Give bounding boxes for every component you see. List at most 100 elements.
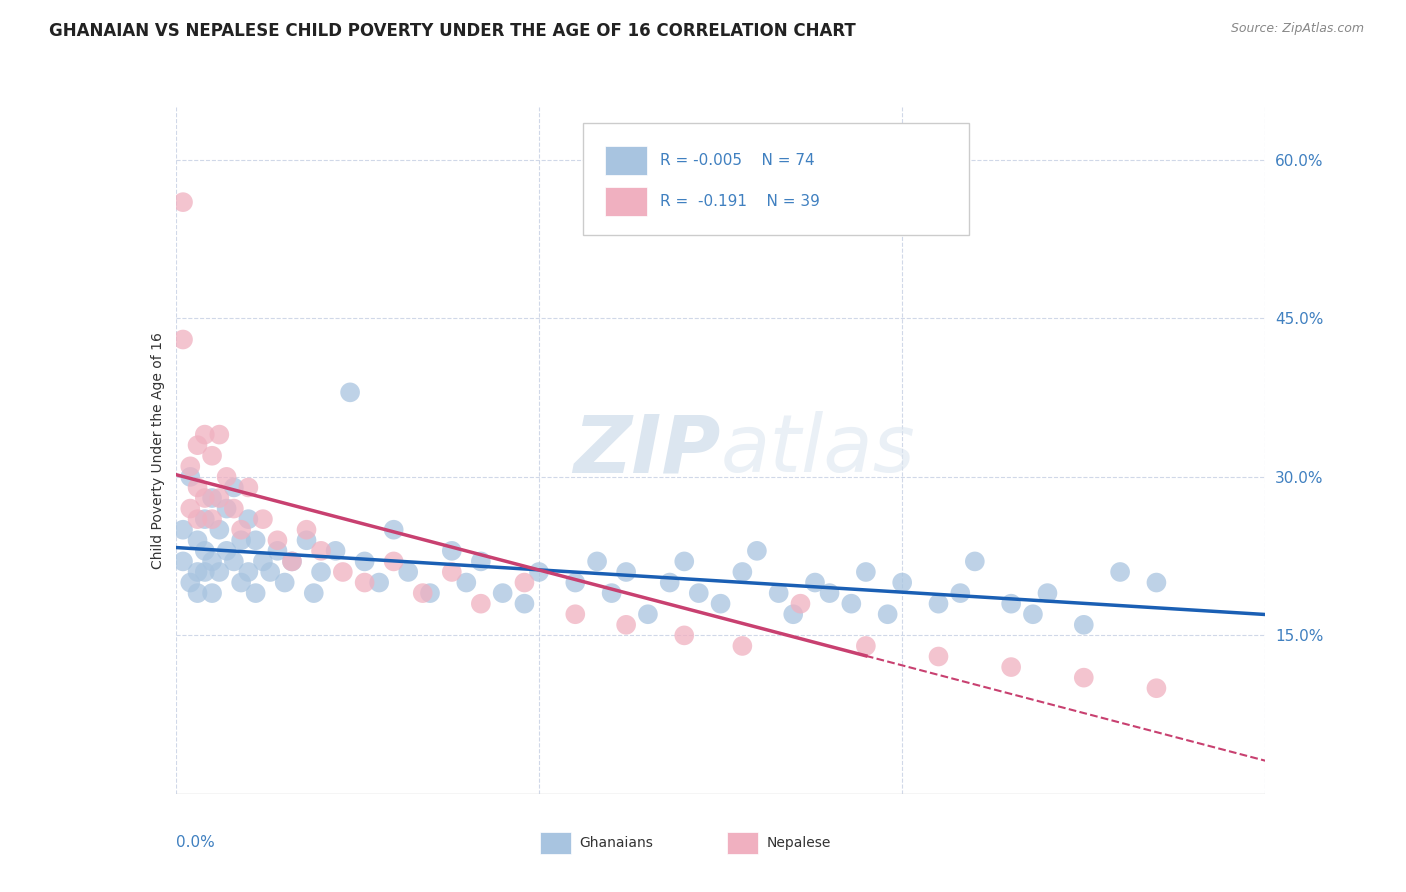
Point <box>208 427 231 442</box>
Point <box>564 607 586 622</box>
Point <box>238 565 260 579</box>
Point <box>600 586 623 600</box>
Point <box>855 565 877 579</box>
Point <box>179 459 201 474</box>
Point <box>208 565 231 579</box>
Point <box>1073 617 1095 632</box>
Point <box>456 575 478 590</box>
Point <box>963 554 986 568</box>
Point <box>368 575 391 590</box>
Point <box>186 565 209 579</box>
Point <box>1109 565 1132 579</box>
Point <box>818 586 841 600</box>
Point <box>745 544 768 558</box>
Text: atlas: atlas <box>721 411 915 490</box>
Point <box>1146 681 1168 696</box>
Point <box>201 512 224 526</box>
Point <box>172 554 194 568</box>
Point <box>1073 671 1095 685</box>
Point <box>274 575 297 590</box>
Text: R = -0.005    N = 74: R = -0.005 N = 74 <box>661 153 814 168</box>
Point <box>382 523 405 537</box>
Point <box>194 565 217 579</box>
Point <box>332 565 354 579</box>
Point <box>492 586 515 600</box>
Point <box>186 512 209 526</box>
Point <box>194 491 217 505</box>
Point <box>266 544 288 558</box>
Point <box>637 607 659 622</box>
Point <box>238 480 260 494</box>
Point <box>731 565 754 579</box>
Point <box>179 470 201 484</box>
Point <box>470 554 492 568</box>
Point <box>928 597 950 611</box>
Point <box>201 491 224 505</box>
Point <box>208 523 231 537</box>
Point <box>673 628 696 642</box>
Point <box>252 554 274 568</box>
Point <box>855 639 877 653</box>
Point <box>295 523 318 537</box>
Point <box>782 607 804 622</box>
Point <box>891 575 914 590</box>
Point <box>513 597 536 611</box>
Point <box>339 385 361 400</box>
Point <box>186 586 209 600</box>
Text: GHANAIAN VS NEPALESE CHILD POVERTY UNDER THE AGE OF 16 CORRELATION CHART: GHANAIAN VS NEPALESE CHILD POVERTY UNDER… <box>49 22 856 40</box>
Point <box>309 544 332 558</box>
Point <box>201 586 224 600</box>
Point <box>208 491 231 505</box>
Point <box>353 575 375 590</box>
Point <box>419 586 441 600</box>
Point <box>614 565 637 579</box>
Point <box>259 565 281 579</box>
Text: 0.0%: 0.0% <box>176 835 215 850</box>
Point <box>231 533 253 548</box>
Point <box>179 575 201 590</box>
Point <box>949 586 972 600</box>
Point <box>440 565 463 579</box>
Point <box>353 554 375 568</box>
Y-axis label: Child Poverty Under the Age of 16: Child Poverty Under the Age of 16 <box>150 332 165 569</box>
Point <box>841 597 863 611</box>
Text: Ghanaians: Ghanaians <box>579 836 654 850</box>
Point <box>172 195 194 210</box>
Point <box>302 586 325 600</box>
Point <box>266 533 288 548</box>
Point <box>688 586 710 600</box>
Point <box>586 554 609 568</box>
Point <box>194 427 217 442</box>
Point <box>1022 607 1045 622</box>
Point <box>222 480 245 494</box>
Point <box>295 533 318 548</box>
Point <box>172 523 194 537</box>
Point <box>804 575 827 590</box>
Point <box>215 501 238 516</box>
Point <box>1146 575 1168 590</box>
Point <box>658 575 681 590</box>
Point <box>789 597 811 611</box>
Point <box>245 586 267 600</box>
Point <box>215 544 238 558</box>
Point <box>710 597 733 611</box>
Point <box>731 639 754 653</box>
Point <box>382 554 405 568</box>
Point <box>440 544 463 558</box>
Point <box>396 565 419 579</box>
Point <box>768 586 790 600</box>
Point <box>673 554 696 568</box>
Point <box>876 607 898 622</box>
Point <box>281 554 304 568</box>
Point <box>179 501 201 516</box>
Point <box>231 575 253 590</box>
Point <box>194 512 217 526</box>
Point <box>222 554 245 568</box>
Point <box>564 575 586 590</box>
Point <box>513 575 536 590</box>
Point <box>215 470 238 484</box>
Point <box>231 523 253 537</box>
Point <box>252 512 274 526</box>
Point <box>1000 660 1022 674</box>
Text: ZIP: ZIP <box>574 411 721 490</box>
